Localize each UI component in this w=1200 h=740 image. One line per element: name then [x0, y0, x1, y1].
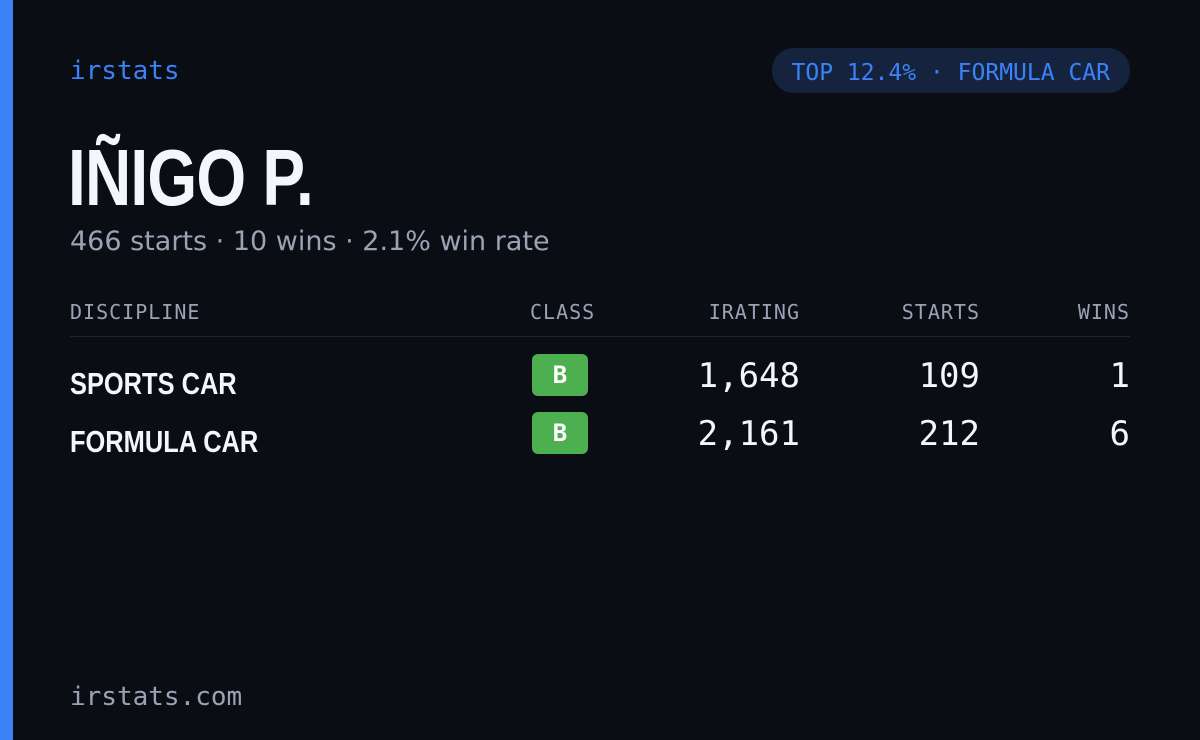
column-header: CLASS — [530, 300, 596, 324]
brand: irstats — [70, 56, 180, 86]
column-header: IRATING — [708, 300, 800, 324]
class-badge: B — [532, 354, 588, 396]
column-header: DISCIPLINE — [70, 300, 201, 324]
stat: 6 — [1109, 414, 1130, 454]
stat: 2,161 — [697, 414, 800, 454]
column-header: STARTS — [901, 300, 980, 324]
discipline: FORMULA CAR — [70, 424, 259, 459]
stat: 109 — [918, 356, 980, 396]
accent-bar — [0, 0, 13, 740]
summary: 466 starts · 10 wins · 2.1% win rate — [70, 226, 550, 257]
site: irstats.com — [70, 682, 243, 712]
stat: 212 — [918, 414, 980, 454]
divider — [70, 336, 1130, 337]
badge: TOP 12.4% · FORMULA CAR — [771, 48, 1130, 93]
driver-name: IÑIGO P. — [68, 133, 314, 222]
stat: 1 — [1109, 356, 1130, 396]
column-header: WINS — [1077, 300, 1130, 324]
discipline: SPORTS CAR — [70, 366, 237, 401]
class-badge: B — [532, 412, 588, 454]
stat: 1,648 — [697, 356, 800, 396]
